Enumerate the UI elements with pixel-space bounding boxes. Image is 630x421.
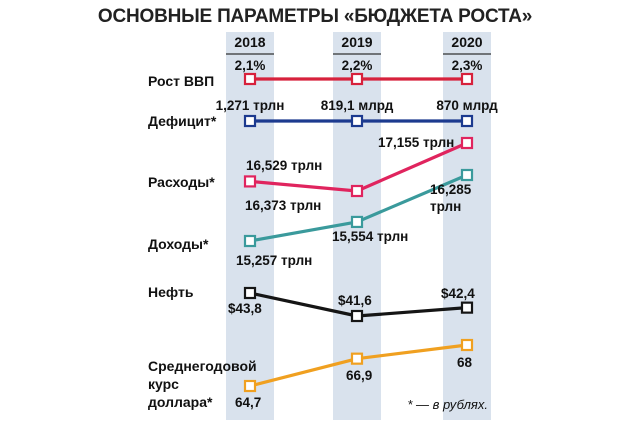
series-3-marker-1 (350, 215, 364, 229)
series-2-marker-0 (243, 175, 257, 188)
series-3-label-1: 15,554 трлн (332, 229, 408, 244)
series-0-marker-2 (460, 72, 474, 86)
series-2-marker-2 (460, 136, 474, 150)
series-0-label-2: 2,3% (452, 58, 483, 73)
year-label-2020: 2020 (451, 34, 482, 50)
series-0-name-line-0: Рост ВВП (148, 73, 214, 89)
series-3-name-line-0: Доходы* (148, 236, 209, 252)
series-1-label-0: 1,271 трлн (216, 98, 285, 113)
series-4-marker-0 (243, 286, 257, 300)
year-column-2018 (226, 32, 274, 420)
series-2-label-0: 16,529 трлн (246, 158, 322, 173)
footnote: * — в рублях. (407, 397, 488, 412)
series-1-marker-1 (350, 114, 364, 128)
series-5-marker-2 (460, 338, 474, 352)
series-1-name-line-0: Дефицит* (148, 113, 217, 129)
series-4-label-0: $43,8 (228, 301, 262, 316)
series-4-label-1: $41,6 (338, 293, 372, 308)
series-3-marker-2 (460, 168, 474, 182)
series-1-label-1: 819,1 млрд (321, 98, 394, 113)
series-2-marker-1 (350, 184, 364, 198)
series-0-marker-1 (350, 72, 364, 86)
series-0-label-1: 2,2% (342, 58, 373, 73)
series-3-label-0: 15,257 трлн (236, 253, 312, 268)
series-5-name-line-2: доллара* (148, 394, 213, 410)
series-5-label-0: 64,7 (235, 395, 261, 410)
series-5-name-line-1: курс (148, 376, 179, 392)
series-2-label-1: 16,373 трлн (245, 198, 321, 213)
series-1-marker-2 (460, 114, 474, 128)
series-4-marker-1 (350, 309, 364, 323)
series-1-marker-0 (243, 114, 257, 128)
series-4-label-2: $42,4 (441, 286, 475, 301)
series-2-name-line-0: Расходы* (148, 174, 215, 190)
series-1-label-2: 870 млрд (436, 98, 498, 113)
series-5-label-2: 68 (457, 355, 473, 370)
series-5-name-line-0: Среднегодовой (148, 358, 257, 374)
year-label-2019: 2019 (341, 34, 372, 50)
series-2-label-2: 17,155 трлн (378, 135, 454, 150)
year-label-2018: 2018 (234, 34, 265, 50)
series-group: Рост ВВП 2,1% 2,2% 2,3% Дефицит*1,271 трлн 81… (148, 58, 498, 410)
series-4-marker-2 (460, 301, 474, 314)
series-5-marker-0 (243, 379, 257, 393)
series-3-marker-0 (243, 234, 257, 248)
chart-title: ОСНОВНЫЕ ПАРАМЕТРЫ «БЮДЖЕТА РОСТА» (98, 6, 532, 27)
series-5-marker-1 (350, 352, 364, 365)
year-column-2020 (443, 32, 491, 420)
series-0-label-0: 2,1% (235, 58, 266, 73)
series-5-label-1: 66,9 (346, 368, 372, 383)
series-0-marker-0 (243, 72, 257, 86)
series-4-name-line-0: Нефть (148, 284, 194, 300)
series-3-label-2-part-0: 16,285 (430, 182, 472, 197)
series-3-label-2-part-1: трлн (430, 199, 461, 214)
